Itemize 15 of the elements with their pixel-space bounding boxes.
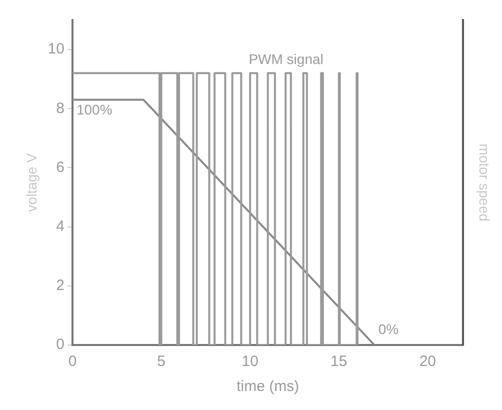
x-tick-label: 5 [157,353,166,370]
x-tick-label: 0 [68,353,77,370]
y-tick-label: 8 [56,100,64,117]
y-tick-label: 6 [56,158,64,176]
series-label: PWM signal [248,51,324,68]
y-tick-label: 2 [56,277,64,294]
x-tick-label: 10 [242,353,258,370]
annotation: 100% [76,102,112,118]
y-tick-label: 10 [48,40,64,58]
x-axis-title: time (ms) [236,378,300,396]
y-tick-label: 4 [56,218,64,235]
y-tick-label: 0 [56,336,64,354]
annotation: 0% [378,320,399,337]
x-tick-label: 20 [419,353,436,370]
x-tick-label: 15 [330,353,348,370]
